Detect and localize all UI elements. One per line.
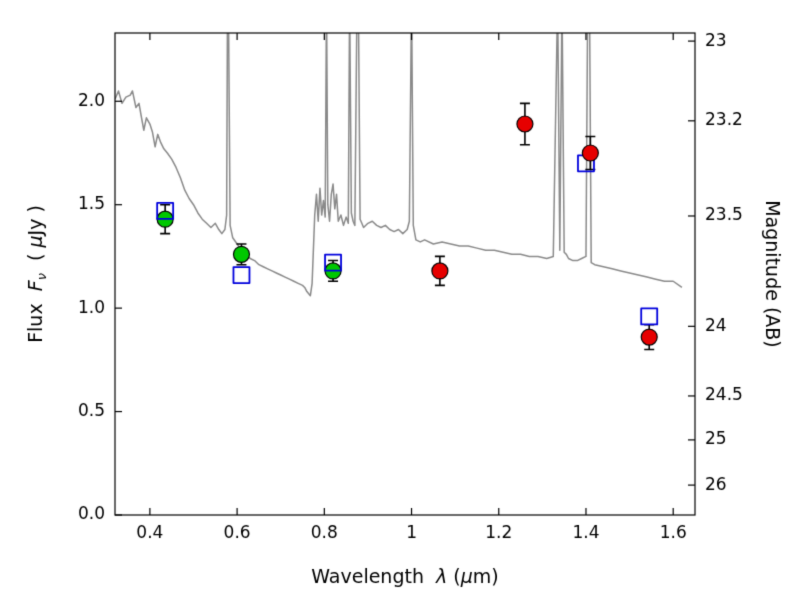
flux-vs-wavelength-chart: [0, 0, 800, 600]
sed-plot-figure: Wavelength λ (μm) Flux Fν ( μJy ) Magnit…: [0, 0, 800, 600]
